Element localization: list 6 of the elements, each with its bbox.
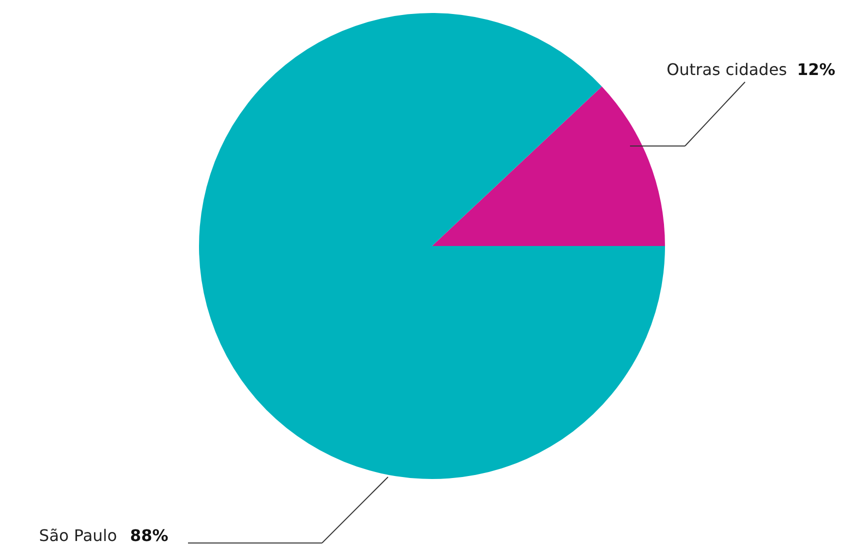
pie-slice: [432, 86, 665, 246]
pie-slice: [199, 13, 665, 479]
slice-label: Outras cidades: [666, 60, 787, 79]
data-label: 88%: [130, 526, 168, 545]
data-label: 12%: [797, 60, 836, 79]
slice-label: São Paulo: [39, 526, 117, 545]
